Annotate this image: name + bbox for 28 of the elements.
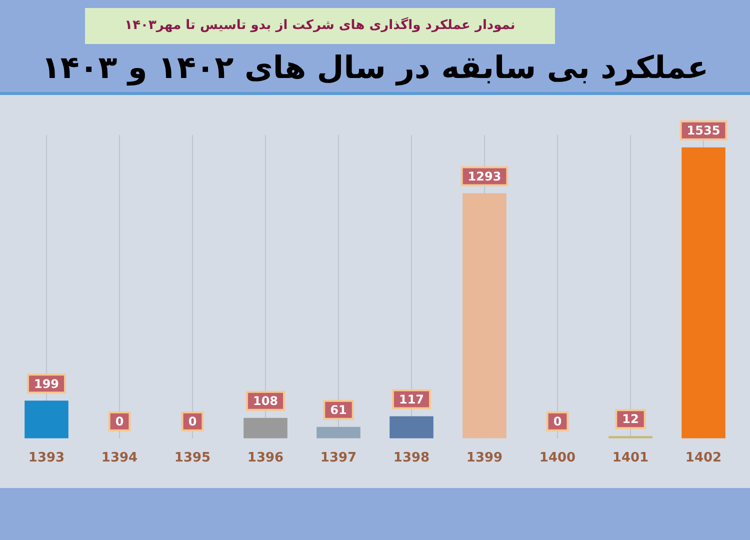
x-tick-label: 1396	[247, 450, 284, 466]
data-label: 0	[115, 414, 124, 429]
bar	[682, 147, 726, 438]
bar	[462, 193, 506, 438]
x-tick-label: 1393	[28, 450, 65, 466]
data-label: 61	[330, 402, 347, 417]
bar	[244, 418, 288, 438]
x-tick-label: 1395	[174, 450, 211, 466]
bar	[390, 416, 434, 438]
x-tick-label: 1401	[612, 450, 649, 466]
x-tick-label: 1402	[685, 450, 722, 466]
x-tick-label: 1399	[466, 450, 503, 466]
x-tick-label: 1397	[320, 450, 357, 466]
data-label: 117	[398, 392, 424, 406]
chart-title: عملکرد بی سابقه در سال های ۱۴۰۲ و ۱۴۰۳	[40, 49, 710, 88]
data-label: 199	[34, 376, 60, 391]
data-label: 108	[252, 394, 278, 408]
data-label: 12	[622, 412, 639, 426]
data-label: 1535	[686, 123, 720, 138]
bar	[316, 426, 360, 438]
data-label: 0	[188, 414, 197, 429]
bar	[24, 400, 68, 438]
x-tick-label: 1400	[539, 450, 576, 466]
x-tick-label: 1394	[101, 450, 138, 466]
x-tick-label: 1398	[393, 450, 430, 466]
data-label: 1293	[468, 169, 502, 184]
data-label: 0	[553, 414, 562, 429]
chart-subtitle: نمودار عملکرد واگذاری های شرکت از بدو تاسیس تا مهر۱۴۰۳	[85, 8, 555, 44]
